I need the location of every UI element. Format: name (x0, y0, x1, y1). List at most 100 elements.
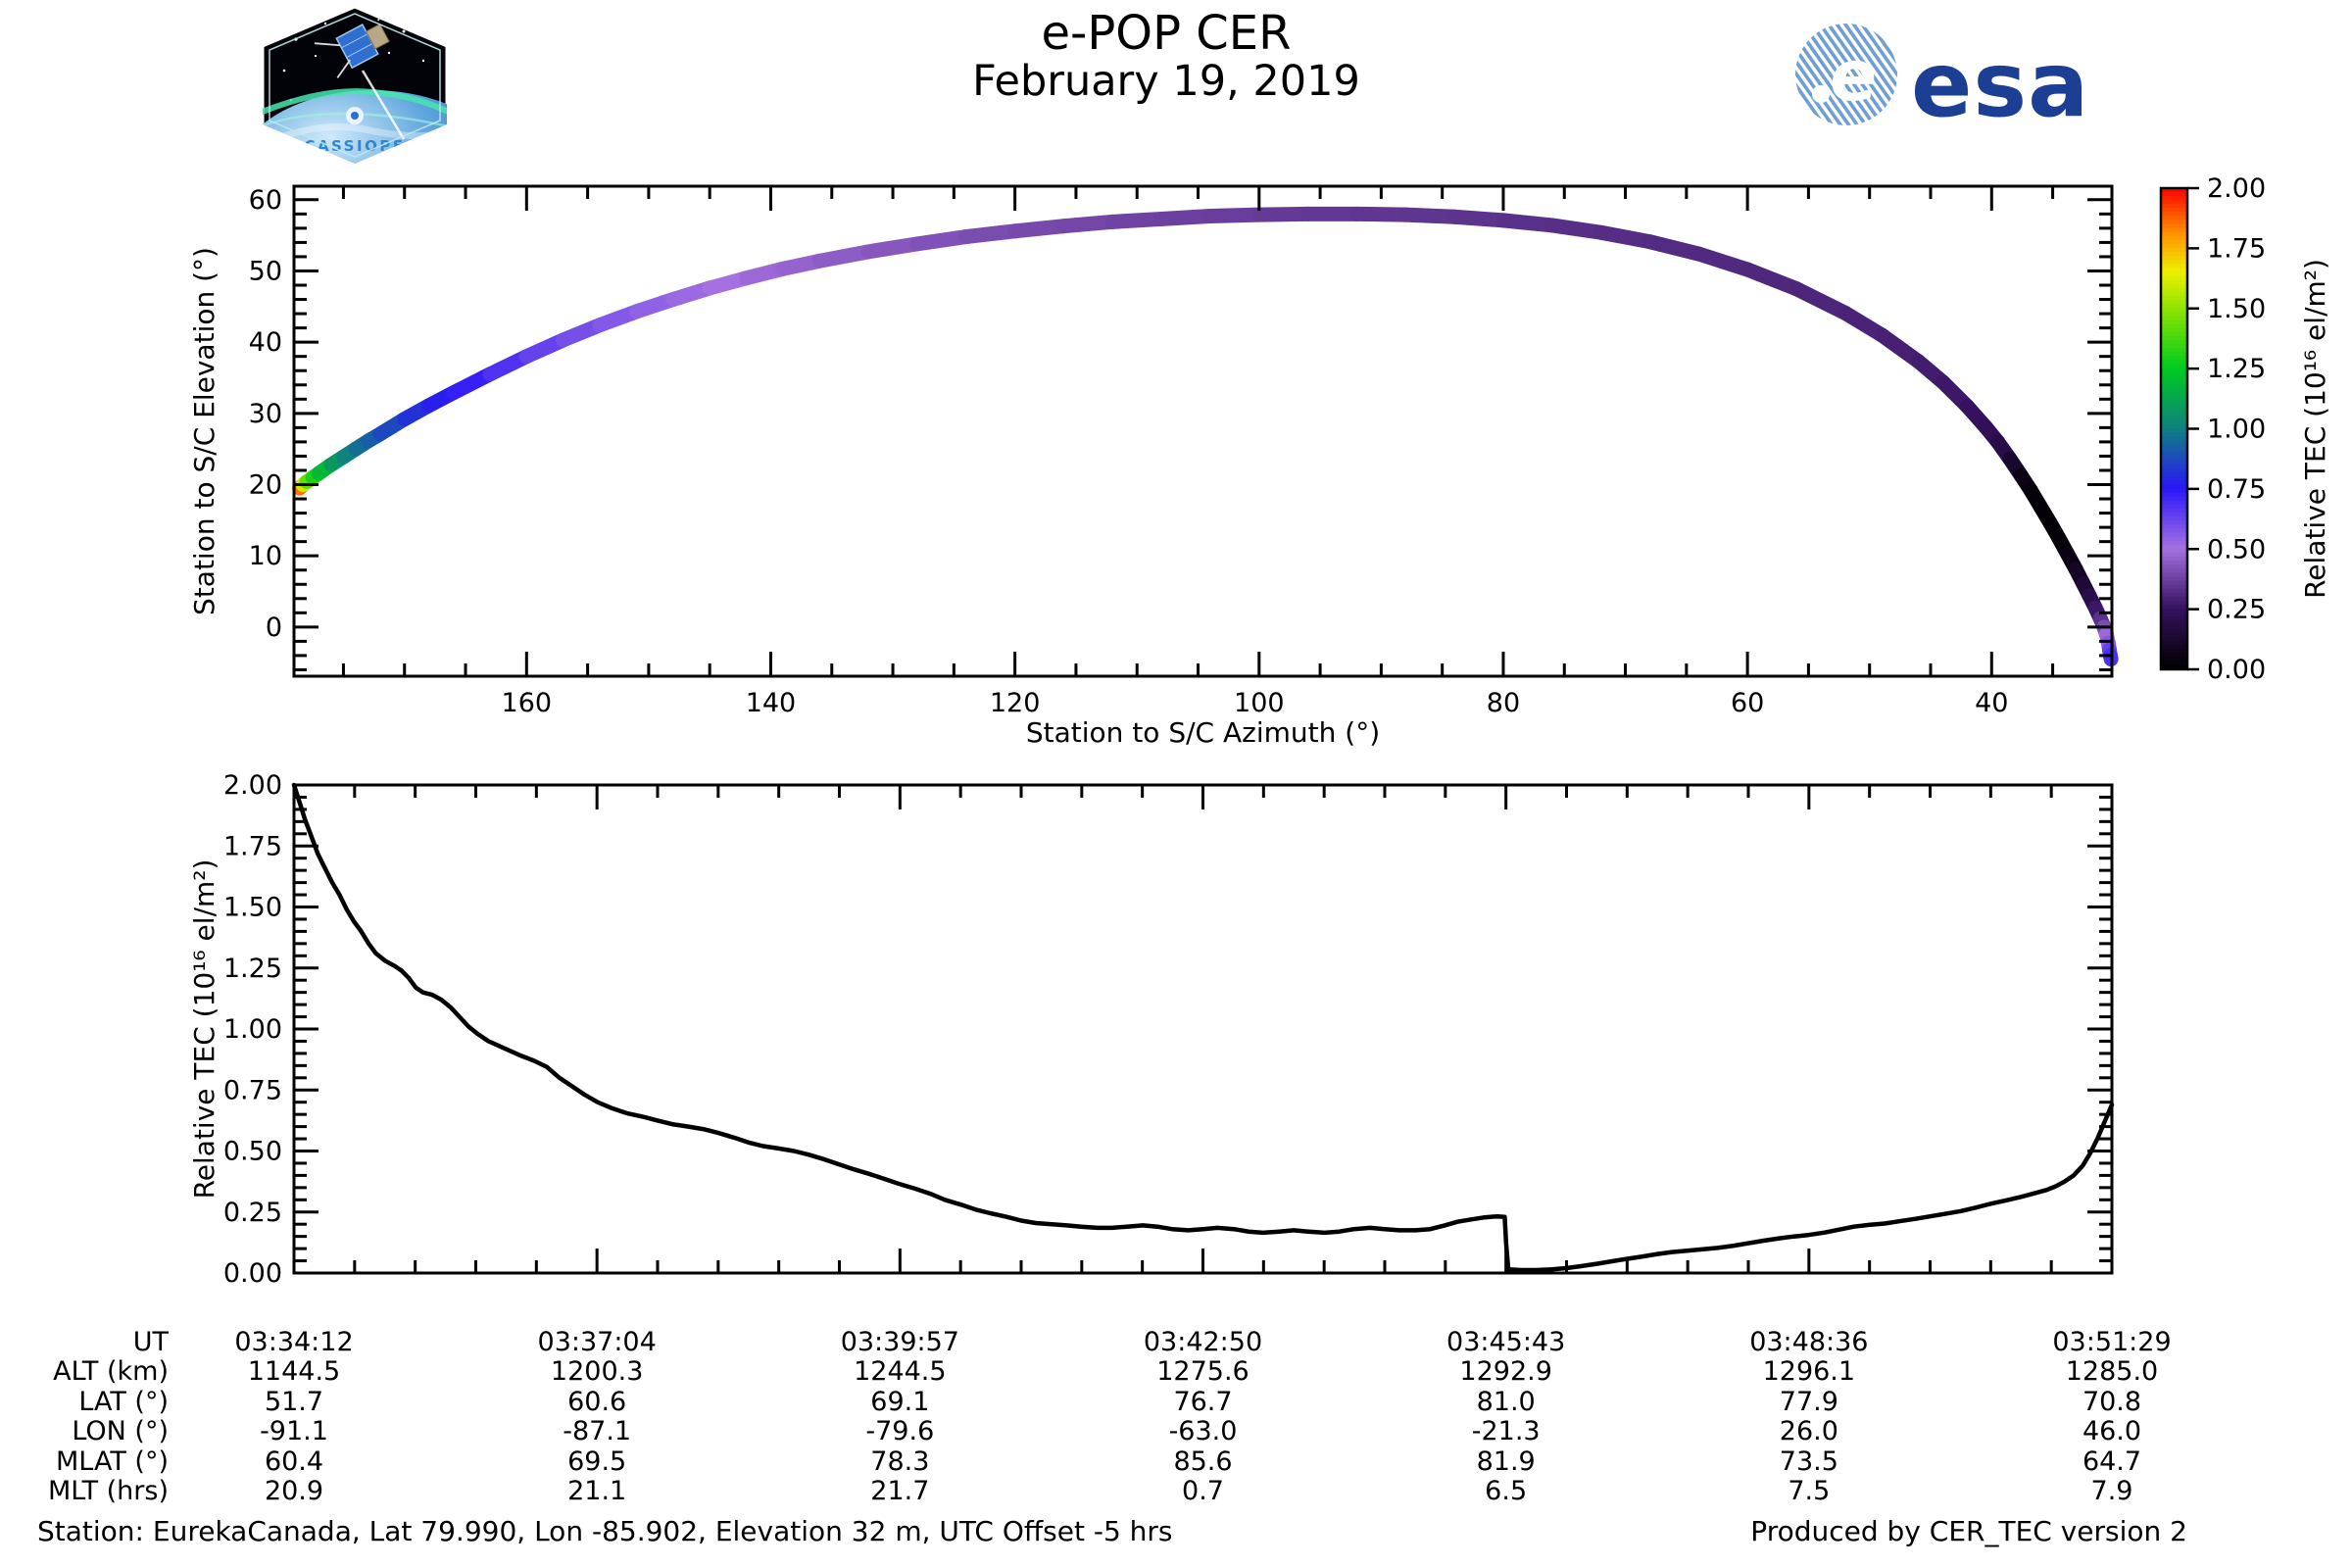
colorbar-swatch (2161, 588, 2187, 594)
colorbar-swatch (2161, 500, 2187, 506)
colorbar-swatch (2161, 275, 2187, 281)
colorbar-swatch (2161, 300, 2187, 306)
colorbar-swatch (2161, 220, 2187, 225)
colorbar-swatch (2161, 476, 2187, 482)
page-date: February 19, 2019 (972, 57, 1360, 106)
top-xtick-label: 140 (746, 688, 797, 718)
colorbar-swatch (2161, 492, 2187, 498)
colorbar-swatch (2161, 348, 2187, 354)
colorbar-swatch (2161, 212, 2187, 218)
colorbar-swatch (2161, 243, 2187, 249)
colorbar-swatch (2161, 340, 2187, 345)
patch-beam (361, 70, 406, 140)
colorbar-swatch (2161, 532, 2187, 538)
colorbar-swatch (2161, 268, 2187, 273)
bottom-ytick-label: 1.75 (223, 831, 282, 861)
colorbar-swatch (2161, 653, 2187, 659)
colorbar-swatch (2161, 371, 2187, 377)
colorbar-swatch (2161, 484, 2187, 490)
colorbar-swatch (2161, 208, 2187, 213)
colorbar-swatch (2161, 216, 2187, 221)
satellite-track-segment (811, 244, 876, 269)
colorbar-swatch (2161, 396, 2187, 402)
colorbar-swatch (2161, 440, 2187, 446)
satellite-track-segment (1202, 207, 1267, 224)
colorbar-swatch (2161, 235, 2187, 241)
top-xtick-label: 100 (1234, 688, 1285, 718)
colorbar-swatch (2161, 661, 2187, 666)
colorbar-swatch (2161, 364, 2187, 369)
top-ylabel: Station to S/C Elevation (°) (188, 247, 220, 615)
colorbar-swatch (2161, 360, 2187, 366)
colorbar-swatch (2161, 596, 2187, 602)
station-info: Station: EurekaCanada, Lat 79.990, Lon -… (37, 1515, 1173, 1547)
colorbar-swatch (2161, 199, 2187, 205)
colorbar-swatch (2161, 195, 2187, 201)
colorbar-swatch (2161, 323, 2187, 329)
colorbar-swatch (2161, 564, 2187, 570)
colorbar-swatch (2161, 605, 2187, 611)
colorbar-tick-label: 1.00 (2207, 415, 2266, 445)
colorbar-swatch (2161, 335, 2187, 341)
colorbar-swatch (2161, 572, 2187, 578)
satellite-track-segment (1690, 246, 1755, 277)
colorbar-swatch (2161, 287, 2187, 293)
colorbar-swatch (2161, 239, 2187, 245)
colorbar-swatch (2161, 649, 2187, 655)
top-xlabel: Station to S/C Azimuth (°) (1026, 716, 1380, 749)
colorbar-swatch (2161, 380, 2187, 385)
colorbar-title: Relative TEC (10¹⁶ el/m²) (2299, 259, 2331, 599)
colorbar-swatch (2161, 612, 2187, 618)
page-title: e-POP CER (1041, 6, 1292, 61)
colorbar-swatch (2161, 472, 2187, 477)
satellite-track-segment (1153, 209, 1218, 226)
colorbar-swatch (2161, 628, 2187, 634)
colorbar-swatch (2161, 528, 2187, 534)
satellite-track-segment (1348, 206, 1413, 222)
bottom-ytick-label: 0.25 (223, 1198, 282, 1228)
cassiope-label: CASSIOPE (304, 137, 405, 155)
colorbar-swatch (2161, 375, 2187, 381)
colorbar-swatch (2161, 516, 2187, 522)
colorbar-swatch (2161, 400, 2187, 406)
top-ytick-label: 20 (249, 470, 282, 501)
colorbar-swatch (2161, 404, 2187, 410)
colorbar-swatch (2161, 227, 2187, 233)
top-xtick-label: 160 (502, 688, 553, 718)
colorbar-swatch (2161, 312, 2187, 318)
top-ytick-label: 40 (249, 327, 282, 358)
satellite-track-segment (1788, 281, 1853, 320)
colorbar-swatch (2161, 513, 2187, 517)
satellite-track-segment (1495, 213, 1560, 233)
colorbar-swatch (2161, 408, 2187, 414)
colorbar-swatch (2161, 640, 2187, 646)
colorbar-swatch (2161, 548, 2187, 554)
colorbar-swatch (2161, 664, 2187, 670)
colorbar-swatch (2161, 496, 2187, 502)
colorbar-swatch (2161, 580, 2187, 586)
colorbar-swatch (2161, 424, 2187, 429)
colorbar-tick-label: 0.25 (2207, 595, 2266, 625)
colorbar-swatch (2161, 419, 2187, 425)
colorbar-swatch (2161, 592, 2187, 598)
colorbar-swatch (2161, 632, 2187, 638)
cassiope-logo: CASSIOPE (261, 5, 449, 166)
colorbar-swatch (2161, 584, 2187, 590)
satellite-track-segment (1740, 262, 1804, 297)
colorbar-swatch (2161, 264, 2187, 270)
satellite-track-segment (1397, 207, 1462, 224)
colorbar-swatch (2161, 412, 2187, 417)
colorbar-tick-label: 1.50 (2207, 294, 2266, 324)
satellite-track-segment (1874, 327, 1927, 369)
colorbar-swatch (2161, 187, 2187, 193)
bottom-ytick-label: 2.00 (223, 770, 282, 801)
patch-aurora-glow (263, 88, 447, 125)
satellite-track-segment (1446, 209, 1511, 228)
top-xtick-label: 120 (990, 688, 1041, 718)
colorbar-swatch (2161, 428, 2187, 433)
colorbar-swatch (2161, 636, 2187, 642)
top-xtick-label: 40 (1975, 688, 2008, 718)
colorbar-swatch (2161, 304, 2187, 310)
top-ytick-label: 30 (249, 399, 282, 429)
